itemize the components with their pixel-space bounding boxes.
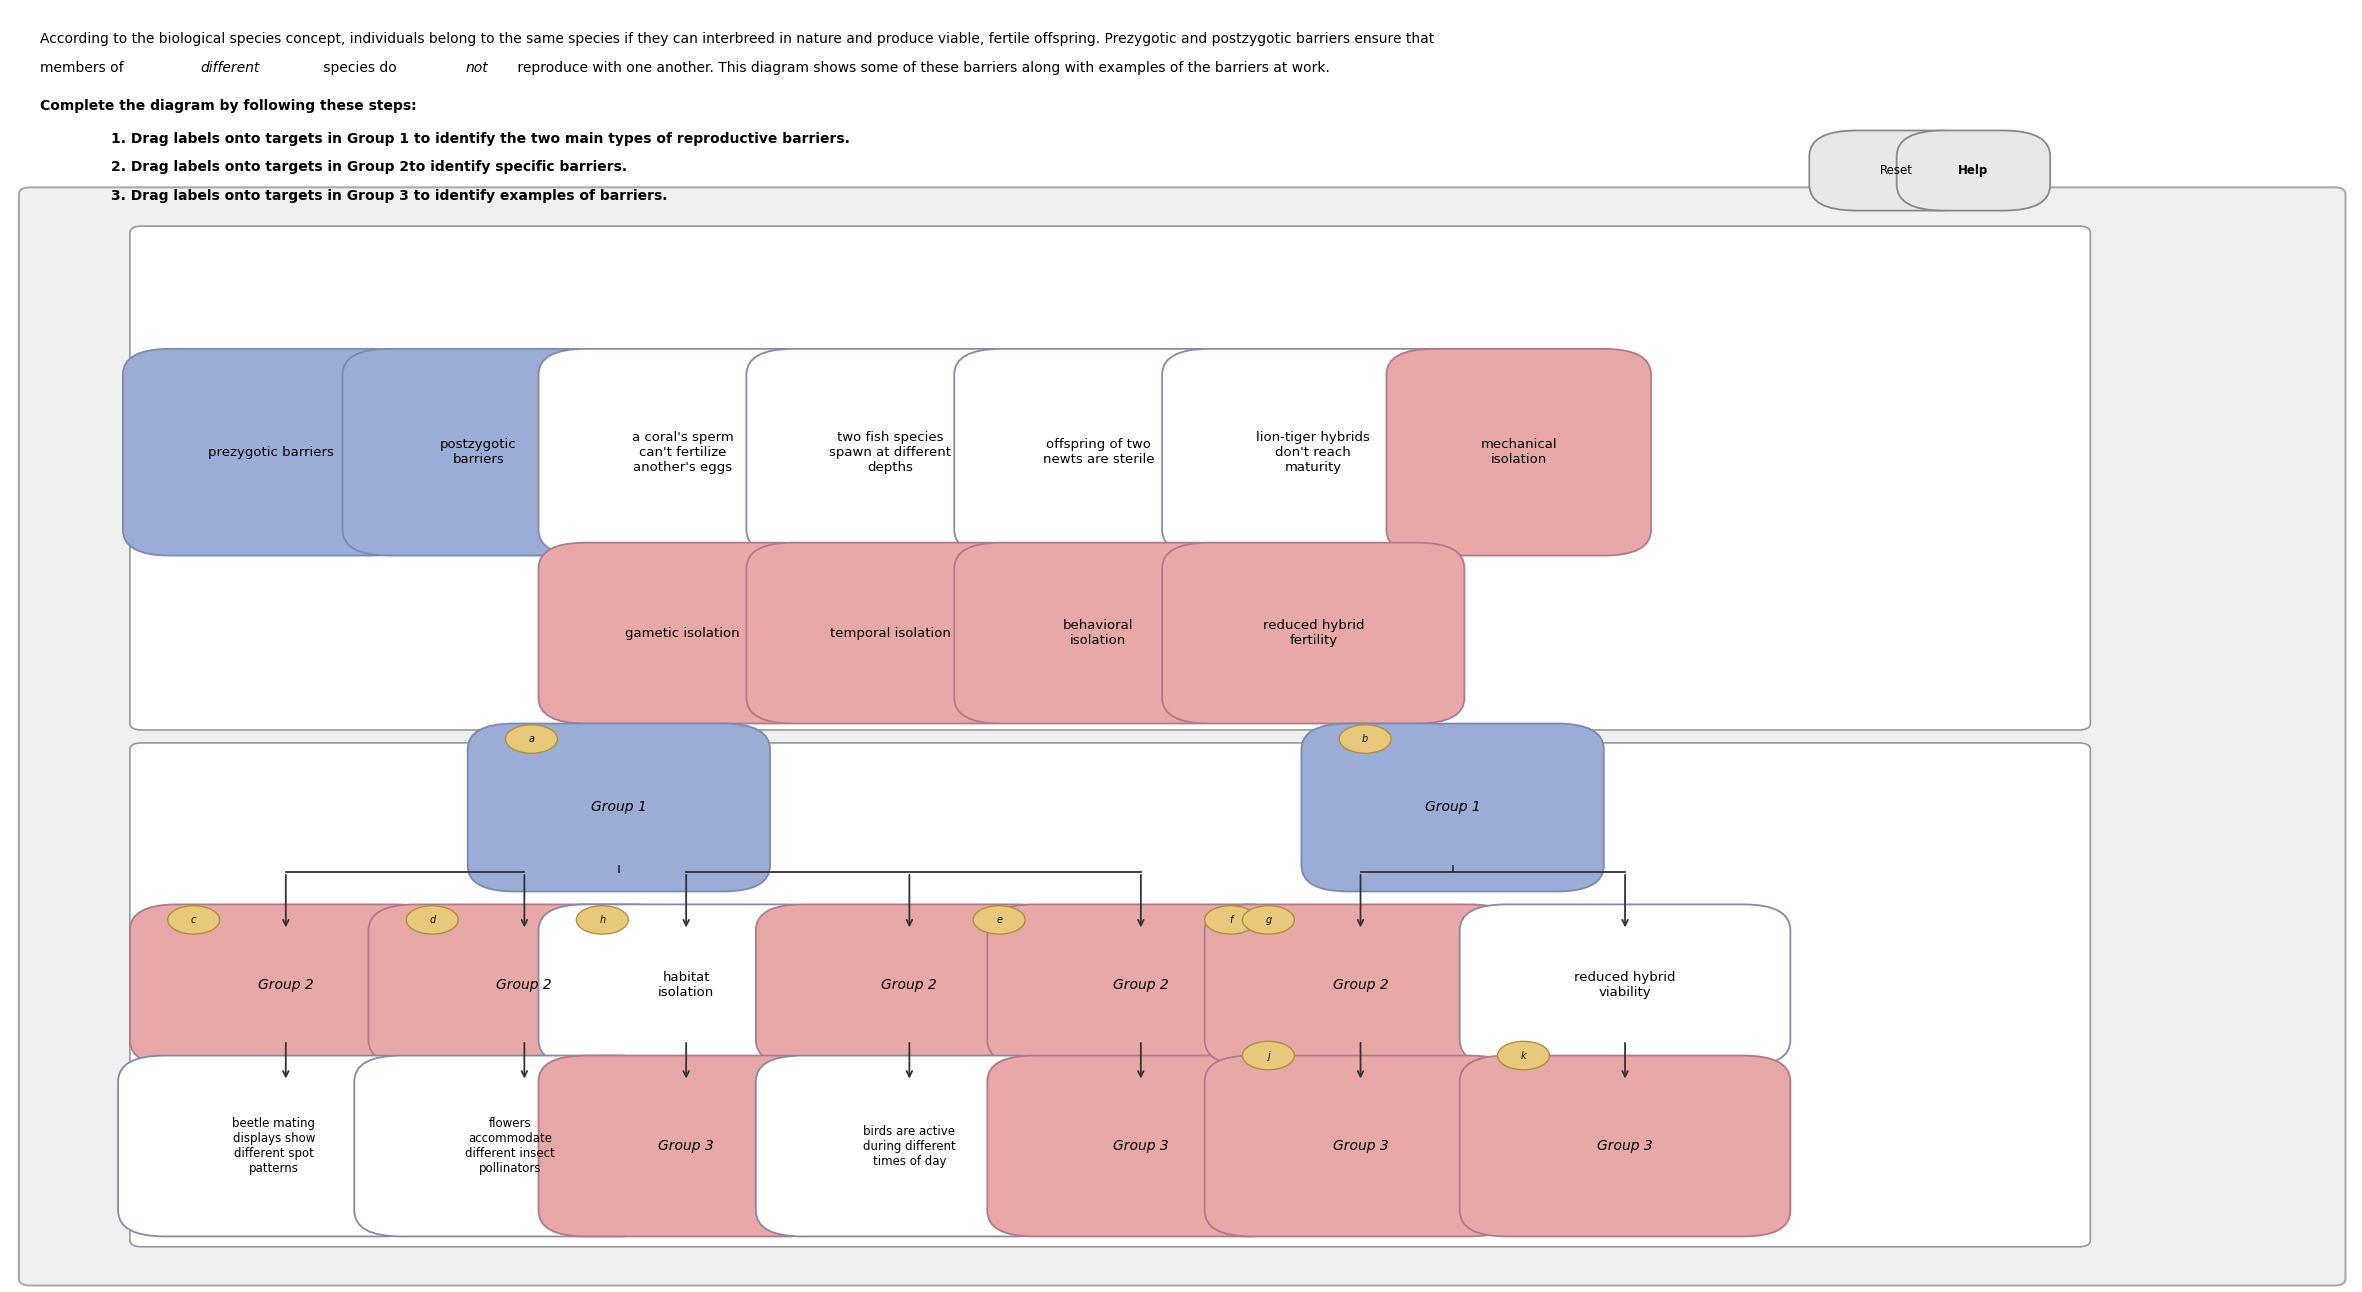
Text: species do: species do <box>319 61 402 75</box>
Text: different: different <box>201 61 260 75</box>
Text: Help: Help <box>1958 164 1989 177</box>
Circle shape <box>576 906 628 934</box>
FancyBboxPatch shape <box>130 904 442 1066</box>
FancyBboxPatch shape <box>342 349 614 556</box>
Text: lion-tiger hybrids
don't reach
maturity: lion-tiger hybrids don't reach maturity <box>1257 430 1370 474</box>
FancyBboxPatch shape <box>123 349 418 556</box>
Circle shape <box>1339 725 1391 753</box>
Text: h: h <box>600 915 605 925</box>
Text: mechanical
isolation: mechanical isolation <box>1481 438 1557 466</box>
Text: Group 2: Group 2 <box>496 978 553 992</box>
Text: not: not <box>465 61 489 75</box>
FancyBboxPatch shape <box>468 724 770 891</box>
Text: flowers
accommodate
different insect
pollinators: flowers accommodate different insect pol… <box>465 1118 555 1174</box>
Text: postzygotic
barriers: postzygotic barriers <box>439 438 517 466</box>
Text: Group 3: Group 3 <box>1332 1140 1389 1152</box>
FancyBboxPatch shape <box>118 1056 430 1236</box>
FancyBboxPatch shape <box>1162 349 1464 556</box>
Text: reduced hybrid
fertility: reduced hybrid fertility <box>1264 619 1363 647</box>
Text: reduced hybrid
viability: reduced hybrid viability <box>1575 972 1675 999</box>
Circle shape <box>1242 1041 1294 1070</box>
Text: two fish species
spawn at different
depths: two fish species spawn at different dept… <box>829 430 952 474</box>
Circle shape <box>406 906 458 934</box>
Text: 1. Drag labels onto targets in Group 1 to identify the two main types of reprodu: 1. Drag labels onto targets in Group 1 t… <box>111 132 850 146</box>
Text: j: j <box>1266 1050 1271 1061</box>
FancyBboxPatch shape <box>1460 1056 1790 1236</box>
Circle shape <box>1242 906 1294 934</box>
Circle shape <box>973 906 1025 934</box>
FancyBboxPatch shape <box>368 904 680 1066</box>
Text: gametic isolation: gametic isolation <box>626 627 739 640</box>
FancyBboxPatch shape <box>756 1056 1063 1236</box>
Circle shape <box>1205 906 1257 934</box>
FancyBboxPatch shape <box>987 1056 1294 1236</box>
FancyBboxPatch shape <box>1162 543 1464 724</box>
Text: c: c <box>191 915 196 925</box>
Text: b: b <box>1363 734 1368 744</box>
Text: e: e <box>997 915 1001 925</box>
Circle shape <box>1498 1041 1549 1070</box>
Text: Group 3: Group 3 <box>1597 1140 1653 1152</box>
Text: behavioral
isolation: behavioral isolation <box>1063 619 1134 647</box>
FancyBboxPatch shape <box>954 349 1242 556</box>
FancyBboxPatch shape <box>19 187 2345 1286</box>
Text: beetle mating
displays show
different spot
patterns: beetle mating displays show different sp… <box>231 1118 317 1174</box>
Circle shape <box>168 906 220 934</box>
Text: k: k <box>1521 1050 1526 1061</box>
Text: Reset: Reset <box>1880 164 1913 177</box>
Text: Complete the diagram by following these steps:: Complete the diagram by following these … <box>40 99 416 114</box>
Text: Group 3: Group 3 <box>659 1140 713 1152</box>
FancyBboxPatch shape <box>987 904 1294 1066</box>
FancyBboxPatch shape <box>1386 349 1651 556</box>
FancyBboxPatch shape <box>539 349 827 556</box>
FancyBboxPatch shape <box>1205 904 1516 1066</box>
Text: offspring of two
newts are sterile: offspring of two newts are sterile <box>1042 438 1155 466</box>
FancyBboxPatch shape <box>1205 1056 1516 1236</box>
Text: Group 1: Group 1 <box>590 801 647 814</box>
FancyBboxPatch shape <box>130 743 2090 1247</box>
Text: g: g <box>1266 915 1271 925</box>
Text: a: a <box>529 734 534 744</box>
FancyBboxPatch shape <box>1301 724 1604 891</box>
Text: f: f <box>1228 915 1233 925</box>
Text: Group 2: Group 2 <box>881 978 938 992</box>
Text: Group 2: Group 2 <box>1332 978 1389 992</box>
Text: prezygotic barriers: prezygotic barriers <box>208 446 333 459</box>
Text: Group 1: Group 1 <box>1424 801 1481 814</box>
Circle shape <box>505 725 557 753</box>
Text: Group 2: Group 2 <box>257 978 314 992</box>
Text: birds are active
during different
times of day: birds are active during different times … <box>862 1124 957 1168</box>
FancyBboxPatch shape <box>1809 130 1984 211</box>
Text: reproduce with one another. This diagram shows some of these barriers along with: reproduce with one another. This diagram… <box>513 61 1330 75</box>
FancyBboxPatch shape <box>1460 904 1790 1066</box>
Text: Group 2: Group 2 <box>1113 978 1169 992</box>
FancyBboxPatch shape <box>954 543 1242 724</box>
Text: d: d <box>430 915 435 925</box>
Text: a coral's sperm
can't fertilize
another's eggs: a coral's sperm can't fertilize another'… <box>631 430 735 474</box>
Text: members of: members of <box>40 61 128 75</box>
FancyBboxPatch shape <box>746 543 1035 724</box>
Text: 2. Drag labels onto targets in Group 2to identify specific barriers.: 2. Drag labels onto targets in Group 2to… <box>111 160 628 174</box>
FancyBboxPatch shape <box>756 904 1063 1066</box>
Text: 3. Drag labels onto targets in Group 3 to identify examples of barriers.: 3. Drag labels onto targets in Group 3 t… <box>111 189 668 203</box>
FancyBboxPatch shape <box>1897 130 2050 211</box>
Text: habitat
isolation: habitat isolation <box>659 972 713 999</box>
FancyBboxPatch shape <box>746 349 1035 556</box>
Text: Group 3: Group 3 <box>1113 1140 1169 1152</box>
FancyBboxPatch shape <box>539 904 834 1066</box>
FancyBboxPatch shape <box>354 1056 666 1236</box>
FancyBboxPatch shape <box>539 1056 834 1236</box>
Text: temporal isolation: temporal isolation <box>829 627 952 640</box>
FancyBboxPatch shape <box>539 543 827 724</box>
FancyBboxPatch shape <box>130 226 2090 730</box>
Text: According to the biological species concept, individuals belong to the same spec: According to the biological species conc… <box>40 32 1434 47</box>
